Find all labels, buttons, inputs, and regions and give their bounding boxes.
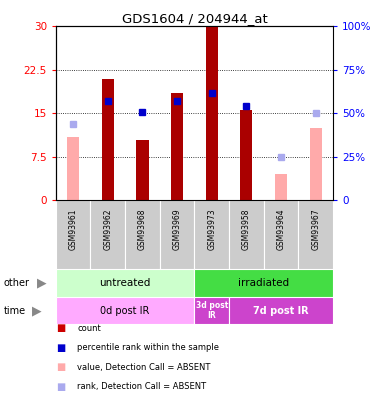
Text: count: count: [77, 324, 101, 333]
Text: GSM93958: GSM93958: [242, 209, 251, 250]
Bar: [90, 200, 125, 269]
Text: value, Detection Call = ABSENT: value, Detection Call = ABSENT: [77, 363, 210, 372]
Text: ■: ■: [56, 362, 65, 372]
Bar: [56, 297, 194, 324]
Bar: [206, 26, 218, 200]
Bar: [264, 200, 298, 269]
Title: GDS1604 / 204944_at: GDS1604 / 204944_at: [122, 12, 267, 25]
Text: GSM93968: GSM93968: [138, 209, 147, 250]
Bar: [67, 136, 79, 200]
Bar: [102, 79, 114, 200]
Text: ■: ■: [56, 324, 65, 333]
Text: GSM93973: GSM93973: [207, 209, 216, 250]
Text: GSM93969: GSM93969: [172, 209, 182, 250]
Text: untreated: untreated: [99, 278, 151, 288]
Bar: [229, 297, 333, 324]
Text: time: time: [4, 306, 26, 315]
Text: other: other: [4, 278, 30, 288]
Text: ▶: ▶: [37, 277, 46, 290]
Text: GSM93964: GSM93964: [276, 209, 286, 250]
Bar: [194, 269, 333, 297]
Bar: [194, 297, 229, 324]
Text: GSM93962: GSM93962: [103, 209, 112, 250]
Bar: [160, 200, 194, 269]
Text: ■: ■: [56, 382, 65, 392]
Text: 7d post IR: 7d post IR: [253, 306, 309, 315]
Bar: [310, 128, 322, 200]
Text: ■: ■: [56, 343, 65, 353]
Text: irradiated: irradiated: [238, 278, 289, 288]
Bar: [56, 269, 194, 297]
Bar: [275, 174, 287, 200]
Bar: [240, 111, 253, 200]
Text: GSM93967: GSM93967: [311, 209, 320, 250]
Text: 0d post IR: 0d post IR: [100, 306, 150, 315]
Bar: [125, 200, 160, 269]
Bar: [171, 93, 183, 200]
Text: GSM93961: GSM93961: [69, 209, 78, 250]
Bar: [298, 200, 333, 269]
Bar: [56, 200, 90, 269]
Text: percentile rank within the sample: percentile rank within the sample: [77, 343, 219, 352]
Bar: [136, 139, 149, 200]
Text: rank, Detection Call = ABSENT: rank, Detection Call = ABSENT: [77, 382, 206, 391]
Bar: [194, 200, 229, 269]
Bar: [229, 200, 264, 269]
Text: ▶: ▶: [32, 304, 41, 317]
Text: 3d post
IR: 3d post IR: [196, 301, 228, 320]
